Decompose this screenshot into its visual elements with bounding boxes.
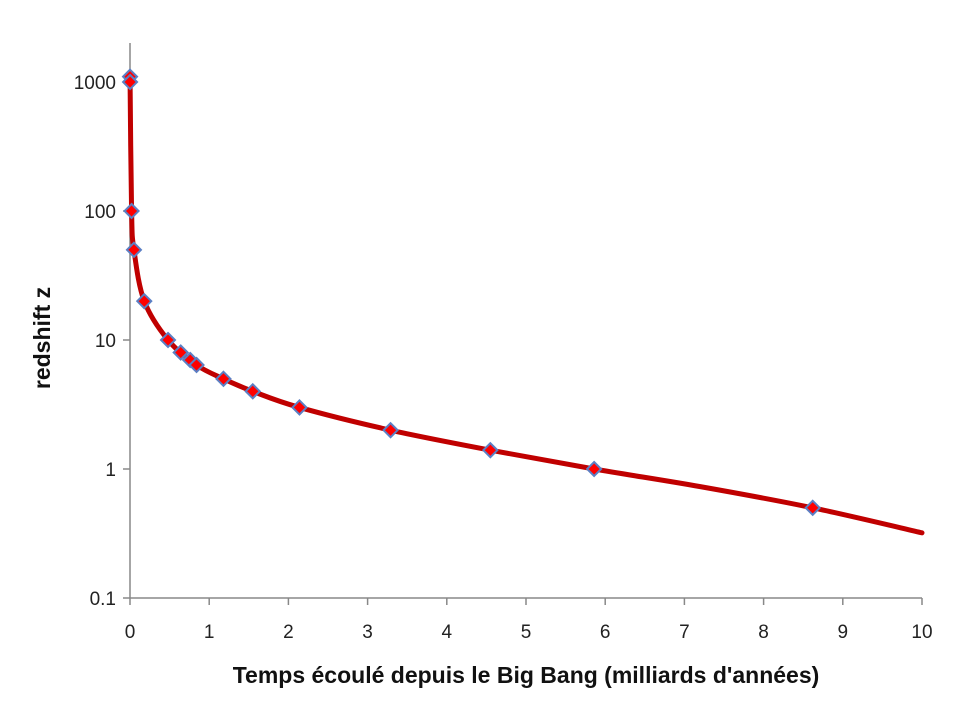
curve-line (127, 74, 925, 536)
y-tick-label: 100 (84, 202, 116, 223)
data-point (291, 399, 308, 416)
x-tick-label: 3 (362, 622, 373, 643)
data-point (215, 370, 232, 388)
x-tick-label: 10 (911, 622, 932, 643)
x-tick-label: 7 (679, 622, 690, 643)
data-point (125, 241, 143, 259)
data-point (804, 499, 822, 517)
data-point (159, 331, 177, 349)
x-tick-label: 4 (442, 622, 453, 643)
x-tick-label: 0 (125, 622, 136, 643)
x-tick-label: 6 (600, 622, 611, 643)
y-tick-label: 10 (95, 331, 116, 352)
y-tick-label: 1000 (74, 73, 116, 94)
data-point (172, 344, 190, 361)
x-tick-label: 8 (758, 622, 769, 643)
y-axis-title: redshift z (29, 287, 55, 389)
x-tick-label: 1 (204, 622, 215, 643)
curve-layer (127, 74, 925, 536)
x-axis-title: Temps écoulé depuis le Big Bang (milliar… (233, 662, 820, 688)
x-tick-label: 5 (521, 622, 532, 643)
data-point (188, 356, 205, 374)
y-tick-label: 0.1 (90, 589, 116, 610)
y-tick-label: 1 (105, 460, 116, 481)
data-point (481, 441, 499, 459)
data-point (382, 421, 399, 439)
data-point (121, 73, 139, 91)
tick-labels: 0 1 2 3 4 5 6 7 8 9 10 0.1 1 10 100 1000 (74, 73, 933, 643)
data-point (585, 460, 603, 478)
data-point (244, 382, 262, 400)
axes (123, 43, 923, 605)
data-point (135, 292, 153, 310)
x-tick-label: 2 (283, 622, 294, 643)
points-layer (121, 68, 822, 517)
data-point (123, 202, 140, 220)
x-tick-label: 9 (838, 622, 849, 643)
